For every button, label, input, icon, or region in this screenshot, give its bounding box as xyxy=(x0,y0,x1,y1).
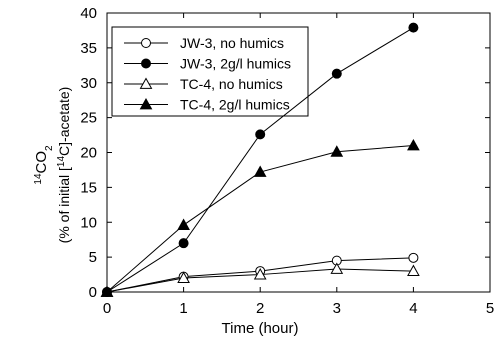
x-tick-label: 1 xyxy=(179,300,187,317)
legend-label: TC-4, 2g/l humics xyxy=(180,97,290,113)
x-axis-label: Time (hour) xyxy=(222,320,299,337)
x-tick-label: 3 xyxy=(333,300,341,317)
y-tick-label: 20 xyxy=(80,145,97,162)
x-tick-label: 5 xyxy=(486,300,494,317)
legend: JW-3, no humics JW-3, 2g/l humics TC-4, no… xyxy=(124,35,291,113)
legend-label: TC-4, no humics xyxy=(180,76,283,92)
data-point xyxy=(100,285,114,297)
data-point xyxy=(253,165,267,177)
y-tick-label: 10 xyxy=(80,214,97,231)
legend-marker xyxy=(139,77,153,89)
legend-label: JW-3, no humics xyxy=(180,35,284,51)
y-axis-label: (% of initial [14C]-acetate) xyxy=(56,87,73,244)
data-point xyxy=(408,252,419,263)
data-point xyxy=(330,262,344,274)
data-point xyxy=(178,238,189,249)
legend-marker xyxy=(139,97,153,110)
legend-entry: TC-4, no humics xyxy=(124,76,283,92)
y-tick-label: 25 xyxy=(80,110,97,127)
data-point xyxy=(255,129,266,140)
series-4 xyxy=(100,138,420,297)
data-point xyxy=(177,271,190,283)
x-tick-label: 0 xyxy=(103,300,111,317)
x-axis-ticks: 0 1 2 3 4 5 xyxy=(103,13,494,317)
x-tick-label: 4 xyxy=(409,300,417,317)
y-tick-label: 15 xyxy=(80,179,97,196)
data-point xyxy=(408,22,419,33)
legend-label: JW-3, 2g/l humics xyxy=(180,56,291,72)
series-layer xyxy=(100,22,420,297)
y-tick-label: 40 xyxy=(80,5,97,22)
y-axis-species-label: 14CO2 xyxy=(33,145,55,185)
legend-marker xyxy=(141,38,151,48)
legend-entry: TC-4, 2g/l humics xyxy=(124,97,290,113)
y-axis-ticks: 0 5 10 15 20 25 30 35 40 xyxy=(80,5,490,301)
x-tick-label: 2 xyxy=(256,300,264,317)
y-tick-label: 0 xyxy=(89,284,97,301)
legend-entry: JW-3, 2g/l humics xyxy=(124,56,291,72)
data-point xyxy=(407,264,420,276)
data-point xyxy=(407,138,420,151)
data-point xyxy=(330,145,344,157)
data-point xyxy=(177,218,190,230)
y-tick-label: 5 xyxy=(89,249,97,266)
y-tick-label: 35 xyxy=(80,40,97,57)
legend-entry: JW-3, no humics xyxy=(124,35,284,51)
data-point xyxy=(331,68,342,79)
legend-marker xyxy=(141,58,151,69)
y-tick-label: 30 xyxy=(80,75,97,92)
data-point xyxy=(253,268,267,280)
